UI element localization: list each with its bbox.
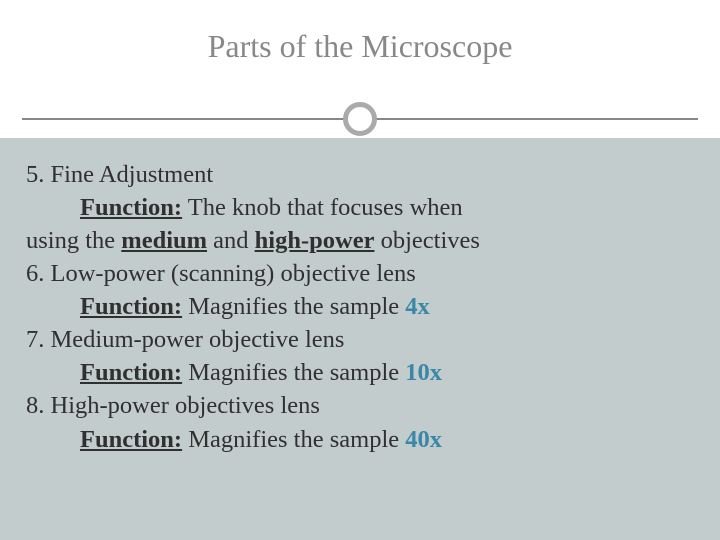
item-8-value: 40x <box>405 426 442 453</box>
item-7-num: 7. <box>26 326 44 353</box>
item-6-title: 6. Low-power (scanning) objective lens <box>26 257 694 290</box>
item-5-name: Fine Adjustment <box>51 161 214 188</box>
item-5-l2b: objectives <box>374 227 479 254</box>
circle-icon <box>343 102 377 136</box>
item-5-function-line2: using the medium and high-power objectiv… <box>26 224 694 257</box>
page-title: Parts of the Microscope <box>0 0 720 65</box>
item-5-kw1: medium <box>121 227 207 254</box>
item-5-function-line1: Function: The knob that focuses when <box>26 191 694 224</box>
item-8-func-text: Magnifies the sample <box>182 426 405 453</box>
item-8-function: Function: Magnifies the sample 40x <box>26 423 694 456</box>
item-5-func-pre: The knob that focuses when <box>182 194 463 221</box>
item-7-title: 7. Medium-power objective lens <box>26 323 694 356</box>
function-label: Function: <box>80 426 182 453</box>
item-5-l2a: using the <box>26 227 121 254</box>
item-7-name: Medium-power objective lens <box>51 326 345 353</box>
item-5-num: 5. <box>26 161 44 188</box>
item-8-name: High-power objectives lens <box>51 392 320 419</box>
item-7-function: Function: Magnifies the sample 10x <box>26 356 694 389</box>
item-7-value: 10x <box>405 359 442 386</box>
item-8-title: 8. High-power objectives lens <box>26 389 694 422</box>
item-7-func-text: Magnifies the sample <box>182 359 405 386</box>
item-6-name: Low-power (scanning) objective lens <box>51 260 416 287</box>
slide: Parts of the Microscope 5. Fine Adjustme… <box>0 0 720 540</box>
content: 5. Fine Adjustment Function: The knob th… <box>0 138 720 456</box>
function-label: Function: <box>80 194 182 221</box>
item-5-title: 5. Fine Adjustment <box>26 158 694 191</box>
item-6-func-text: Magnifies the sample <box>182 293 405 320</box>
item-5-kw2: high-power <box>255 227 375 254</box>
header: Parts of the Microscope <box>0 0 720 138</box>
item-8-num: 8. <box>26 392 44 419</box>
function-label: Function: <box>80 359 182 386</box>
item-6-value: 4x <box>405 293 430 320</box>
item-6-function: Function: Magnifies the sample 4x <box>26 290 694 323</box>
item-6-num: 6. <box>26 260 44 287</box>
function-label: Function: <box>80 293 182 320</box>
item-5-mid: and <box>207 227 255 254</box>
